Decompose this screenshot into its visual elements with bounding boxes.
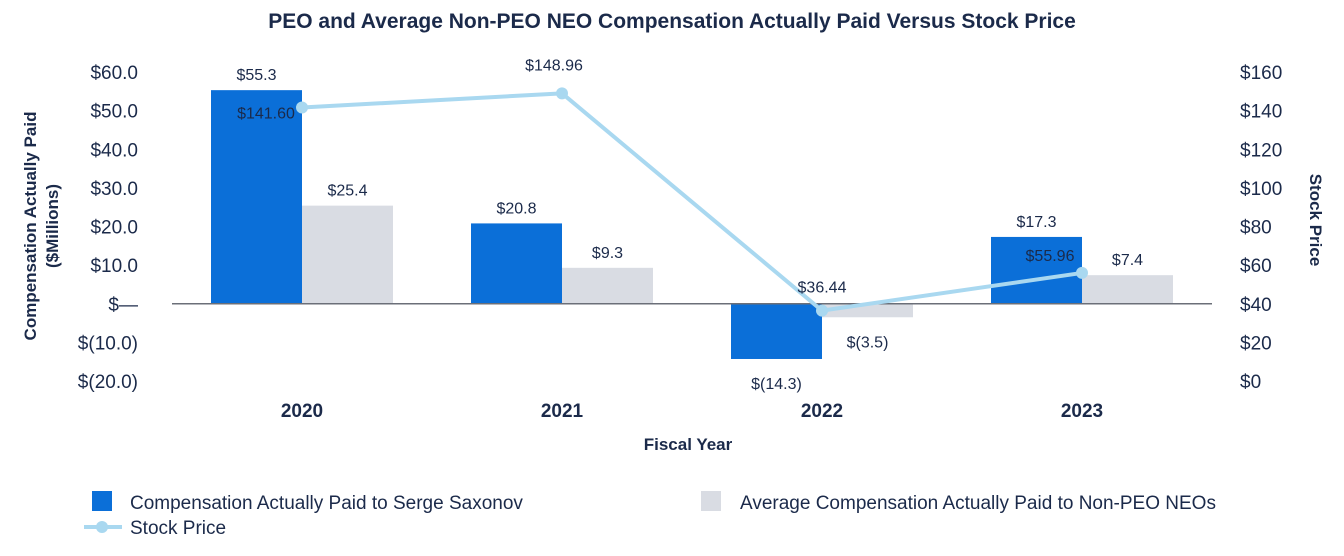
bar-non-peo-2020 [302, 205, 393, 304]
y-tick-label: $(20.0) [78, 372, 138, 393]
bar-data-label: $7.4 [1112, 252, 1143, 269]
stock-price-point-2021 [556, 87, 568, 100]
bar-non-peo-2023 [1082, 275, 1173, 304]
legend-label-stock: Stock Price [130, 518, 226, 539]
bar-data-label: $9.3 [592, 245, 623, 262]
y-tick-label: $— [108, 295, 138, 316]
y2-tick-label: $140 [1240, 102, 1282, 123]
legend-label-non-peo: Average Compensation Actually Paid to No… [740, 493, 1216, 514]
y2-tick-label: $60 [1240, 256, 1272, 277]
y-tick-label: $40.0 [90, 140, 138, 161]
stock-price-point-2023 [1076, 266, 1088, 279]
bar-data-label: $20.8 [496, 200, 536, 217]
y-tick-label: $50.0 [90, 102, 138, 123]
bar-non-peo-2021 [562, 267, 653, 304]
bar-data-label: $55.3 [236, 67, 276, 84]
legend-marker-stock [96, 521, 108, 533]
x-category-label: 2021 [541, 401, 584, 422]
y2-tick-label: $0 [1240, 372, 1261, 393]
stock-price-point-2020 [296, 101, 308, 114]
stock-price-point-2022 [816, 304, 828, 317]
chart-title: PEO and Average Non-PEO NEO Compensation… [268, 10, 1076, 33]
bar-peo-2023 [991, 236, 1082, 304]
y-tick-label: $(10.0) [78, 333, 138, 354]
x-axis-title: Fiscal Year [644, 435, 733, 454]
bar-data-label: $(3.5) [847, 334, 889, 351]
y2-tick-label: $80 [1240, 218, 1272, 239]
y2-tick-label: $20 [1240, 333, 1272, 354]
bar-peo-2022 [731, 303, 822, 359]
y2-axis-title: Stock Price [1306, 174, 1325, 267]
y-axis-title: Compensation Actually Paid [21, 112, 40, 341]
y-tick-label: $20.0 [90, 218, 138, 239]
x-category-label: 2020 [281, 401, 323, 422]
bar-data-label: $25.4 [327, 183, 367, 200]
legend-label-peo: Compensation Actually Paid to Serge Saxo… [130, 493, 523, 514]
y2-tick-label: $160 [1240, 63, 1282, 84]
y2-tick-label: $40 [1240, 295, 1272, 316]
x-category-label: 2023 [1061, 401, 1103, 422]
y2-tick-label: $120 [1240, 140, 1282, 161]
bar-peo-2020 [211, 90, 302, 304]
y-tick-label: $30.0 [90, 179, 138, 200]
bar-data-label: $(14.3) [751, 376, 802, 393]
stock-price-line [301, 91, 1083, 313]
stock-price-label: $36.44 [798, 280, 847, 297]
y-axis-subtitle: ($Millions) [43, 184, 62, 268]
y-tick-label: $60.0 [90, 63, 138, 84]
bar-peo-2021 [471, 223, 562, 304]
x-category-label: 2022 [801, 401, 843, 422]
y2-tick-label: $100 [1240, 179, 1282, 200]
stock-price-label: $141.60 [237, 106, 295, 123]
y-tick-label: $10.0 [90, 256, 138, 277]
legend-swatch-non-peo [701, 491, 721, 511]
legend-swatch-peo [92, 491, 112, 511]
stock-price-label: $55.96 [1026, 248, 1075, 265]
bar-data-label: $17.3 [1016, 214, 1056, 231]
stock-price-label: $148.96 [525, 57, 583, 74]
